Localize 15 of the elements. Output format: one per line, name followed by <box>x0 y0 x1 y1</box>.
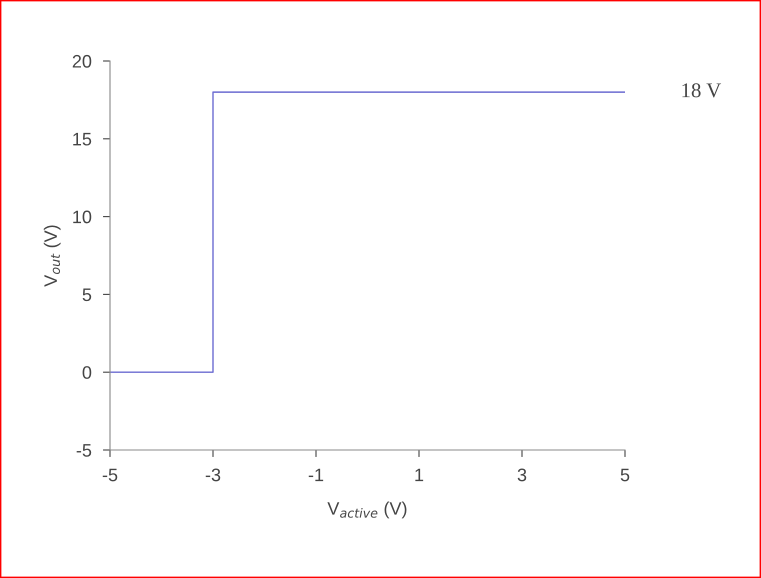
y-tick-label: 10 <box>73 210 92 224</box>
x-axis-title: V$_{active}$ (V) <box>327 502 406 518</box>
y-tick-label: 15 <box>73 132 92 146</box>
x-tick-label: 5 <box>620 468 630 482</box>
y-tick-label: 0 <box>82 366 92 379</box>
x-tick-label: 1 <box>415 468 424 482</box>
annotation: 18 V <box>682 83 722 98</box>
x-tick-label: -3 <box>206 468 220 482</box>
x-tick-label: -1 <box>308 468 324 482</box>
y-tick-label: 20 <box>72 54 92 68</box>
y-axis-title: V$_{out}$ (V) <box>44 225 61 287</box>
y-tick-label: 5 <box>82 288 92 302</box>
x-tick-label: -5 <box>102 468 118 482</box>
y-tick-label: -5 <box>76 444 92 457</box>
x-tick-label: 3 <box>518 468 526 482</box>
